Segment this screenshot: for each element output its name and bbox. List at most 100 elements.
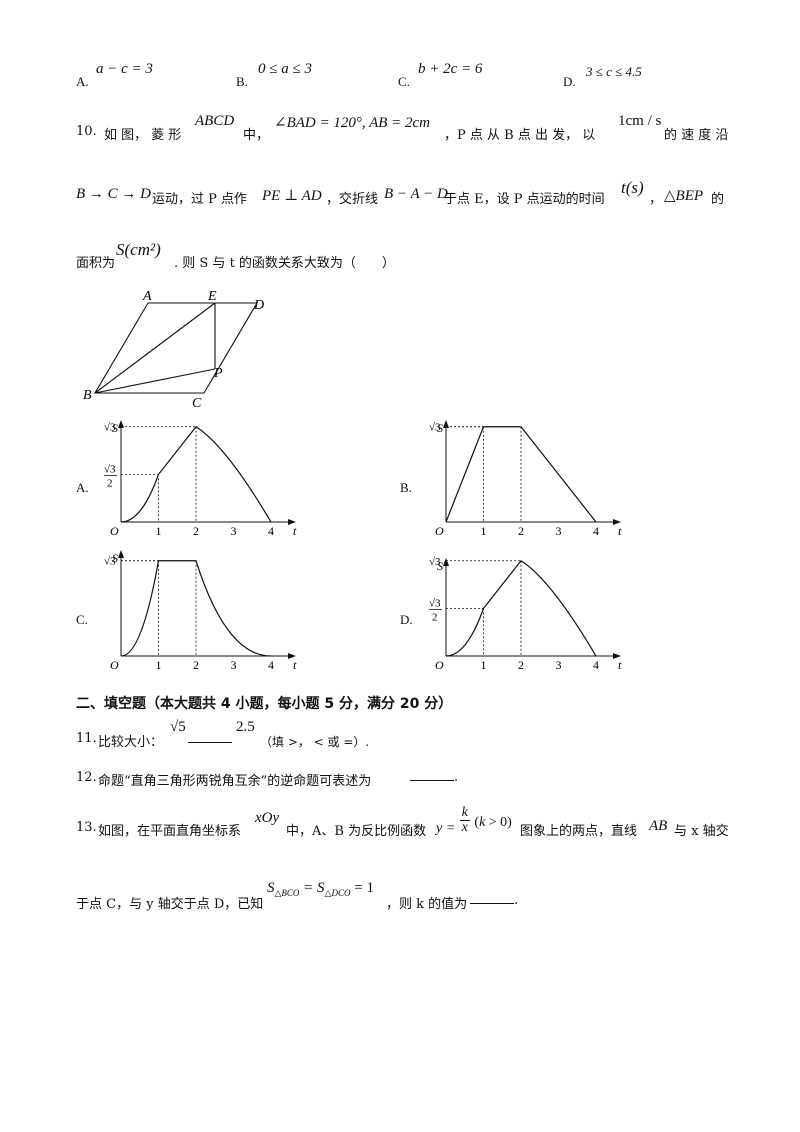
q12-blank <box>410 768 454 785</box>
q11-text: 比较大小： <box>98 735 164 750</box>
y-axis-arrow <box>443 558 449 566</box>
q12-number: 12. <box>76 770 97 785</box>
x-tick-label: 3 <box>556 524 562 538</box>
series-line <box>445 426 597 523</box>
x-tick-label: 2 <box>193 524 199 538</box>
q10-text-1d: 的 速 度 沿 <box>664 128 729 143</box>
x-tick-label: 2 <box>518 524 524 538</box>
q10-number: 10. <box>76 124 97 139</box>
y-axis-label: S <box>112 421 118 435</box>
x-axis-arrow <box>613 519 621 525</box>
q13-number: 13. <box>76 820 97 835</box>
q13-text-1c: 图象上的两点，直线 <box>520 824 638 839</box>
origin-label: O <box>435 524 444 538</box>
graph-b: St O 1 2 3 4 √3 <box>429 420 622 538</box>
y-tick-half-den: 2 <box>432 611 438 623</box>
series-line <box>120 425 272 523</box>
q13-end: . <box>514 893 519 908</box>
x-axis-label: t <box>293 524 297 538</box>
q10-text-1c: ，P 点 从 B 点 出 发， 以 <box>444 128 596 143</box>
q11-number: 11. <box>76 731 97 746</box>
x-tick-label: 1 <box>481 658 487 672</box>
series-line <box>445 559 597 657</box>
graph-a: St O 1 2 3 4 √3 2 √3 <box>104 420 297 538</box>
x-axis-label: t <box>293 658 297 672</box>
point-a-label: A <box>142 289 152 304</box>
point-e-label: E <box>207 289 217 304</box>
q10-text-2d: ， <box>649 192 663 207</box>
origin-label: O <box>435 658 444 672</box>
option-label-b: B. <box>236 74 248 89</box>
y-tick-half-den: 2 <box>107 477 113 489</box>
q13-line-ab: AB <box>649 818 668 834</box>
x-tick-label: 4 <box>268 658 274 672</box>
y-tick-half-num: √3 <box>429 597 441 609</box>
x-tick-label: 3 <box>556 658 562 672</box>
q10-text-3a: 面积为 <box>76 256 116 271</box>
point-d-label: D <box>253 298 264 313</box>
option-label-c: C. <box>398 74 410 89</box>
y-tick-half-num: √3 <box>104 463 116 475</box>
x-tick-label: 2 <box>518 658 524 672</box>
x-tick-label: 4 <box>268 524 274 538</box>
q11-right: 2.5 <box>236 719 255 735</box>
q13-text-2b: ，则 k 的值为 <box>386 897 468 912</box>
q12-end: . <box>454 770 459 785</box>
origin-label: O <box>110 524 119 538</box>
segment-be <box>94 302 216 394</box>
q10-triangle: △BEP <box>664 188 704 204</box>
q10-text-1a: 如 图， 菱 形 <box>104 128 182 143</box>
option-label-d: D. <box>563 74 576 89</box>
q13-condition: S△BCO = S△DCO = 1 <box>267 880 374 898</box>
point-b-label: B <box>83 388 92 403</box>
y-axis-arrow <box>443 420 449 428</box>
option-expr-b: 0 ≤ a ≤ 3 <box>258 61 312 77</box>
y-axis-label: S <box>437 559 443 573</box>
graph-option-label-a: A. <box>76 480 89 495</box>
q12-text: 命题“直角三角形两锐角互余”的逆命题可表述为 <box>98 774 372 789</box>
y-axis-arrow <box>118 550 124 558</box>
origin-label: O <box>110 658 119 672</box>
q10-time: t(s) <box>621 178 644 197</box>
x-axis-arrow <box>288 519 296 525</box>
point-p-label: P <box>213 366 223 381</box>
graph-option-label-c: C. <box>76 612 88 627</box>
graph-option-label-b: B. <box>400 480 412 495</box>
q13-system: xOy <box>255 810 280 826</box>
q13-text-1d: 与 x 轴交 <box>674 824 729 839</box>
x-axis-arrow <box>288 653 296 659</box>
q10-speed: 1cm / s <box>618 113 662 129</box>
q13-text-1b: 中，A、B 为反比例函数 <box>286 824 427 839</box>
point-c-label: C <box>192 396 202 410</box>
q10-text-3b: . 则 S 与 t 的函数关系大致为（ ） <box>174 256 395 271</box>
x-tick-label: 3 <box>231 524 237 538</box>
option-expr-c: b + 2c = 6 <box>418 61 483 77</box>
q10-text-2a: 运动，过 P 点作 <box>152 192 248 207</box>
q10-text-2e: 的 <box>711 192 725 207</box>
q10-text-2b: ，交折线 <box>326 192 379 207</box>
option-expr-a: a − c = 3 <box>96 61 153 77</box>
x-tick-label: 1 <box>156 524 162 538</box>
q11-blank <box>188 730 232 747</box>
y-tick-sqrt3: √3 <box>429 422 441 434</box>
q10-path: B → C → D <box>76 186 151 202</box>
x-tick-label: 1 <box>481 524 487 538</box>
q10-fold: B − A − D <box>384 186 448 202</box>
y-axis-label: S <box>112 551 118 565</box>
y-tick-sqrt3: √3 <box>104 556 116 568</box>
q10-text-2c: 于点 E，设 P 点运动的时间 <box>444 192 605 207</box>
segment-bp <box>94 368 216 394</box>
x-tick-label: 4 <box>593 524 599 538</box>
x-tick-label: 2 <box>193 658 199 672</box>
q11-hint: （填 >， < 或 =）. <box>260 735 370 749</box>
q10-text-1b: 中， <box>243 128 270 143</box>
y-axis-arrow <box>118 420 124 428</box>
y-tick-sqrt3: √3 <box>429 556 441 568</box>
x-axis-arrow <box>613 653 621 659</box>
x-tick-label: 4 <box>593 658 599 672</box>
q13-text-1a: 如图，在平面直角坐标系 <box>98 824 242 839</box>
series-line <box>120 560 272 657</box>
x-tick-label: 1 <box>156 658 162 672</box>
rhombus-figure: A E D B C P <box>83 289 264 410</box>
